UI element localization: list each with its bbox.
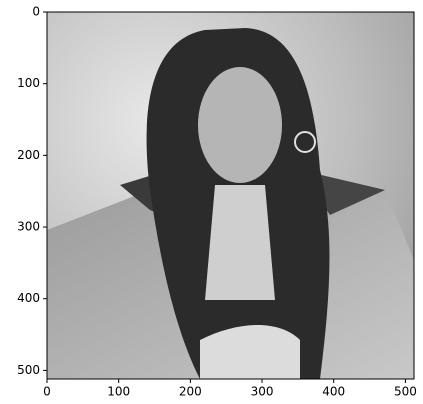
y-tick-label: 400	[17, 291, 40, 305]
x-tick-label: 500	[394, 385, 417, 399]
face	[198, 67, 282, 183]
x-tick-label: 100	[107, 385, 130, 399]
neck	[205, 185, 275, 300]
y-tick-label: 300	[17, 220, 40, 234]
y-tick-label: 200	[17, 148, 40, 162]
image	[47, 12, 414, 379]
x-tick-label: 300	[251, 385, 274, 399]
y-tick-label: 500	[17, 363, 40, 377]
figure: 01002003004005000100200300400500	[0, 0, 423, 404]
y-tick-label: 100	[17, 76, 40, 90]
x-tick-label: 200	[179, 385, 202, 399]
x-tick-label: 0	[43, 385, 51, 399]
y-tick-label: 0	[32, 5, 40, 19]
x-tick-label: 400	[322, 385, 345, 399]
